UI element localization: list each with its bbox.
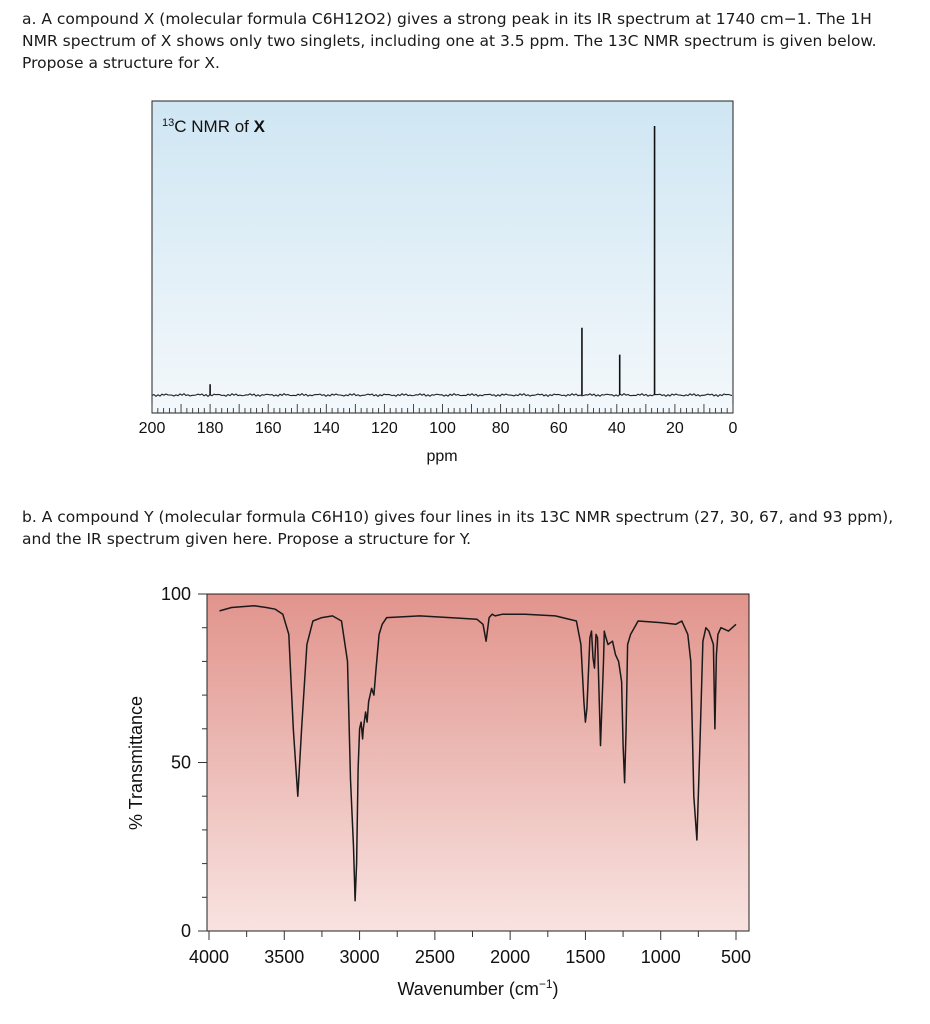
ir-y-ticks (198, 593, 207, 932)
ir-x-axis-label-end: ) (553, 979, 559, 999)
ir-x-tick-label: 2000 (490, 947, 530, 967)
nmr-plot-area (151, 100, 734, 414)
nmr-x-tick-label: 0 (729, 420, 738, 437)
nmr-x-axis-label: ppm (426, 448, 457, 465)
nmr-x-tick-label: 80 (492, 420, 510, 437)
nmr-title-bold: X (254, 117, 266, 136)
ir-x-axis-label: Wavenumber (cm−1) (397, 977, 558, 999)
ir-x-axis-label-main: Wavenumber (cm (397, 979, 538, 999)
ir-y-tick-label: 100 (161, 584, 191, 604)
ir-x-tick-label: 1500 (565, 947, 605, 967)
nmr-x-tick-label: 140 (313, 420, 340, 437)
nmr-x-tick-label: 200 (139, 420, 166, 437)
ir-y-axis-label: % Transmittance (126, 696, 146, 830)
ir-x-tick-label: 2500 (415, 947, 455, 967)
nmr-title-superscript: 13 (162, 117, 174, 129)
nmr-title-main: C NMR of (174, 117, 253, 136)
nmr-x-tick-label: 60 (550, 420, 568, 437)
ir-x-tick-label: 4000 (189, 947, 229, 967)
ir-x-tick-label: 1000 (641, 947, 681, 967)
nmr-baseline (151, 392, 733, 398)
ir-y-tick-label: 50 (171, 753, 191, 773)
nmr-x-tick-label: 160 (255, 420, 282, 437)
nmr-tick-labels: 200 180 160 140 120 100 80 60 40 20 0 (139, 420, 738, 437)
nmr-x-tick-label: 180 (197, 420, 224, 437)
nmr-x-tick-label: 100 (429, 420, 456, 437)
nmr-peaks (209, 126, 656, 395)
ir-x-ticks (208, 931, 737, 940)
question-b-line-1: b. A compound Y (molecular formula C6H10… (22, 508, 894, 526)
ir-y-tick-label: 0 (181, 921, 191, 941)
nmr-chart: 13C NMR of X 200 180 160 140 120 100 80 60 40 20 0… (139, 100, 738, 465)
question-a-line-2: NMR spectrum of X shows only two singlet… (22, 32, 877, 50)
nmr-ticks (151, 404, 734, 413)
nmr-x-tick-label: 40 (608, 420, 626, 437)
ir-plot-area (206, 593, 750, 932)
nmr-title: 13C NMR of X (162, 117, 266, 136)
question-b-line-2: and the IR spectrum given here. Propose … (22, 530, 472, 548)
ir-x-axis-label-sup: −1 (539, 977, 553, 991)
question-a-line-1: a. A compound X (molecular formula C6H12… (22, 10, 872, 28)
question-a: a. A compound X (molecular formula C6H12… (22, 8, 882, 74)
ir-x-tick-label: 500 (721, 947, 751, 967)
ir-x-tick-label: 3000 (340, 947, 380, 967)
nmr-x-tick-label: 120 (371, 420, 398, 437)
nmr-x-tick-label: 20 (666, 420, 684, 437)
ir-x-tick-label: 3500 (264, 947, 304, 967)
question-b: b. A compound Y (molecular formula C6H10… (22, 506, 902, 550)
ir-series-line (219, 605, 737, 902)
question-a-line-3: Propose a structure for X. (22, 54, 220, 72)
